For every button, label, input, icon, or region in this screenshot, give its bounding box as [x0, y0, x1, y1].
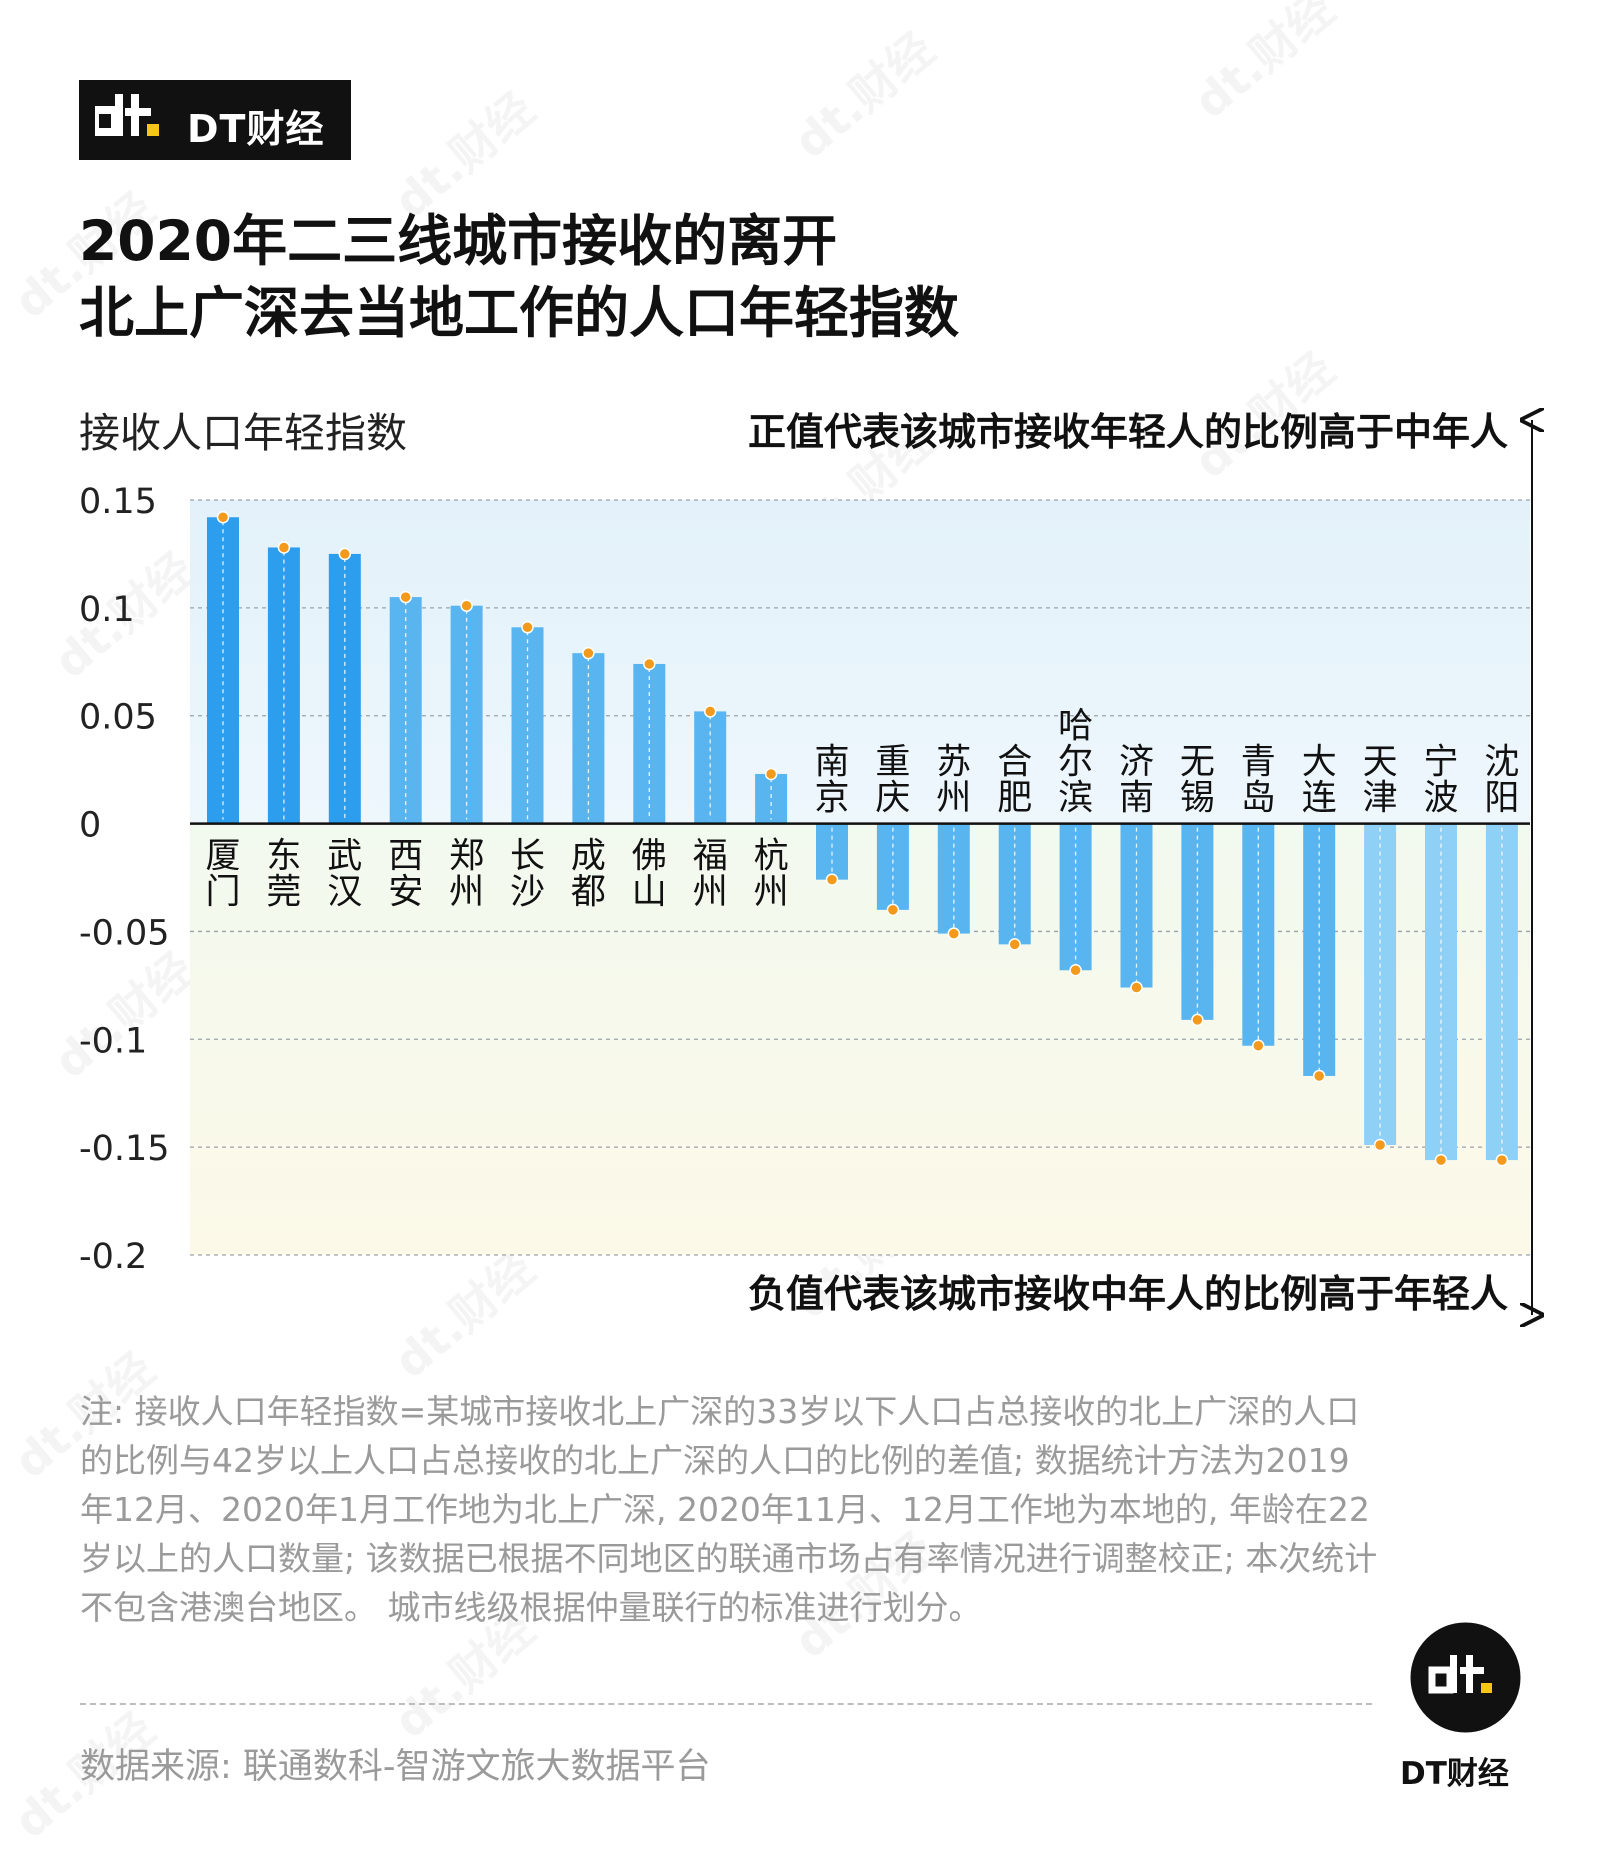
- negative-annotation: 负值代表该城市接收中年人的比例高于年轻人: [748, 1272, 1508, 1316]
- x-category-label: 沈阳: [1484, 743, 1519, 819]
- bar-value-dot: [216, 511, 230, 524]
- y-tick-label: -0.05: [79, 913, 170, 953]
- x-category-label: 厦门: [205, 837, 240, 913]
- x-category-label: 大连: [1302, 743, 1337, 819]
- bar-value-dot: [947, 927, 961, 940]
- x-category-label: 佛山: [632, 837, 667, 913]
- y-tick-label: -0.1: [79, 1021, 147, 1061]
- logo-text: DT财经: [187, 107, 325, 151]
- x-category-label: 武汉: [327, 837, 362, 913]
- y-axis-tick-labels: 0.15 0.1 0.05 0 -0.05 -0.1 -0.15 -0.2: [79, 482, 170, 1277]
- bar-value-dot: [277, 541, 291, 554]
- bar: [1485, 823, 1518, 1161]
- x-category-label: 天津: [1363, 743, 1398, 819]
- x-category-label: 无锡: [1180, 743, 1215, 819]
- bar-value-dot: [521, 621, 534, 634]
- note-divider: [80, 1703, 1372, 1705]
- methodology-note: 注: 接收人口年轻指数=某城市接收北上广深的33岁以下人口占总接收的北上广深的人…: [80, 1392, 1378, 1627]
- watermark: dt.财经: [1183, 0, 1345, 129]
- bar: [511, 627, 544, 824]
- x-category-label: 合肥: [997, 743, 1032, 819]
- bar-value-dot: [1130, 981, 1143, 994]
- bar-value-dot: [825, 873, 839, 886]
- bar-value-dot: [886, 903, 900, 917]
- watermark: dt.财经: [783, 21, 945, 169]
- x-category-label: 南京: [814, 743, 849, 819]
- dt-logo-icon: [95, 94, 159, 136]
- y-tick-label: -0.2: [79, 1237, 147, 1277]
- page-title: 2020年二三线城市接收的离开 北上广深去当地工作的人口年轻指数: [79, 205, 1179, 349]
- y-tick-label: 0.15: [79, 482, 157, 522]
- bar-value-dot: [1252, 1039, 1265, 1053]
- x-category-label: 杭州: [754, 837, 789, 913]
- bar: [1364, 823, 1397, 1145]
- title-line-2: 北上广深去当地工作的人口年轻指数: [79, 281, 960, 345]
- bar-value-dot: [643, 657, 656, 671]
- bar-value-dot: [1434, 1153, 1448, 1167]
- bars: [207, 511, 1518, 1167]
- brand-logo: DT财经: [79, 80, 351, 160]
- bar-value-dot: [1008, 938, 1021, 951]
- bar: [1181, 823, 1214, 1020]
- bar-value-dot: [1069, 964, 1082, 977]
- bar-value-dot: [582, 646, 595, 660]
- x-category-label: 宁波: [1423, 743, 1458, 819]
- x-category-label: 青岛: [1241, 743, 1276, 819]
- x-category-label: 东莞: [266, 837, 301, 913]
- badge-text: DT财经: [1400, 1756, 1509, 1792]
- bar: [1120, 823, 1153, 988]
- x-category-label: 重庆: [875, 743, 910, 819]
- bar: [755, 773, 788, 824]
- x-category-label: 郑州: [449, 837, 484, 913]
- bar-value-dot: [1191, 1013, 1204, 1027]
- bar: [267, 547, 300, 824]
- bar-value-dot: [703, 705, 717, 718]
- x-category-label: 哈尔滨: [1058, 707, 1093, 819]
- x-category-label: 西安: [388, 837, 423, 913]
- x-category-label: 长沙: [510, 837, 545, 913]
- dt-badge-icon: [1410, 1622, 1521, 1733]
- data-source: 数据来源: 联通数科-智游文旅大数据平台: [80, 1747, 711, 1787]
- bar-chart: 0.15 0.1 0.05 0 -0.05 -0.1 -0.15 -0.2 厦门东莞武汉西安郑…: [79, 380, 1601, 1340]
- x-category-label: 成都: [571, 837, 606, 913]
- bar: [1059, 823, 1092, 971]
- x-category-label: 苏州: [936, 743, 971, 819]
- bar-value-dot: [764, 767, 778, 781]
- x-category-label: 福州: [693, 837, 728, 913]
- x-category-label: 济南: [1119, 743, 1154, 819]
- bar-value-dot: [1373, 1138, 1387, 1152]
- bar-value-dot: [399, 590, 412, 604]
- x-axis-category-labels: 厦门东莞武汉西安郑州长沙成都佛山福州杭州南京重庆苏州合肥哈尔滨济南无锡青岛大连天…: [205, 707, 1519, 913]
- title-line-1: 2020年二三线城市接收的离开: [79, 209, 838, 273]
- y-axis-label: 接收人口年轻指数: [79, 409, 407, 457]
- bar-value-dot: [460, 599, 473, 612]
- bar-value-dot: [1495, 1153, 1509, 1167]
- bar: [389, 597, 422, 824]
- y-tick-label: -0.15: [79, 1129, 170, 1169]
- bar: [1425, 823, 1457, 1161]
- bar-value-dot: [1312, 1069, 1326, 1083]
- positive-annotation: 正值代表该城市接收年轻人的比例高于中年人: [748, 410, 1508, 454]
- y-tick-label: 0.1: [79, 590, 135, 630]
- bar-value-dot: [338, 547, 352, 561]
- y-tick-label: 0: [79, 806, 101, 846]
- y-tick-label: 0.05: [79, 698, 157, 738]
